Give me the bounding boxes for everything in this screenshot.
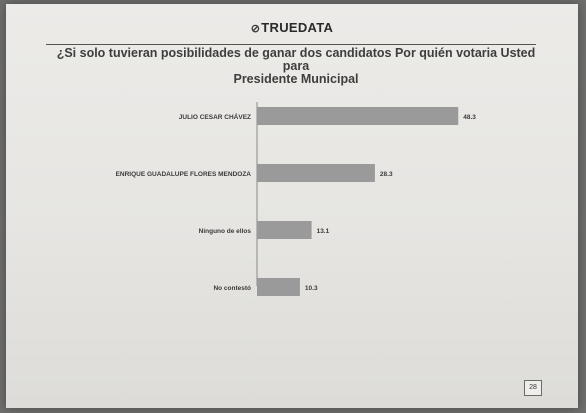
category-label: ENRIQUE GUADALUPE FLORES MENDOZA	[116, 171, 252, 178]
category-label: No contestó	[213, 285, 251, 292]
bar-chart: JULIO CESAR CHÁVEZ 48.3 ENRIQUE GUADALUPE …	[116, 102, 476, 296]
data-label: 10.3	[305, 285, 318, 292]
bar	[257, 107, 459, 125]
question-line-1: ¿Si solo tuvieran posibilidades de ganar…	[56, 46, 536, 73]
page-number: 28	[524, 380, 542, 396]
question-title: ¿Si solo tuvieran posibilidades de ganar…	[46, 47, 546, 86]
logo-text: TRUEDATA	[261, 20, 334, 35]
data-label: 28.3	[380, 171, 393, 178]
bar	[257, 221, 312, 239]
data-label: 13.1	[317, 228, 330, 235]
report-page: ⊘TRUEDATA ¿Si solo tuvieran posibilidade…	[6, 4, 578, 408]
question-line-2: Presidente Municipal	[233, 72, 359, 86]
category-label: Ninguno de ellos	[199, 228, 252, 235]
bars-layer: JULIO CESAR CHÁVEZ 48.3 ENRIQUE GUADALUPE …	[116, 107, 476, 296]
category-label: JULIO CESAR CHÁVEZ	[179, 112, 251, 121]
bar	[257, 164, 375, 182]
data-label: 48.3	[463, 114, 476, 121]
header-divider	[46, 44, 536, 45]
bar	[257, 278, 300, 296]
truedata-logo: ⊘TRUEDATA	[6, 20, 578, 35]
logo-mark-icon: ⊘	[250, 23, 261, 35]
